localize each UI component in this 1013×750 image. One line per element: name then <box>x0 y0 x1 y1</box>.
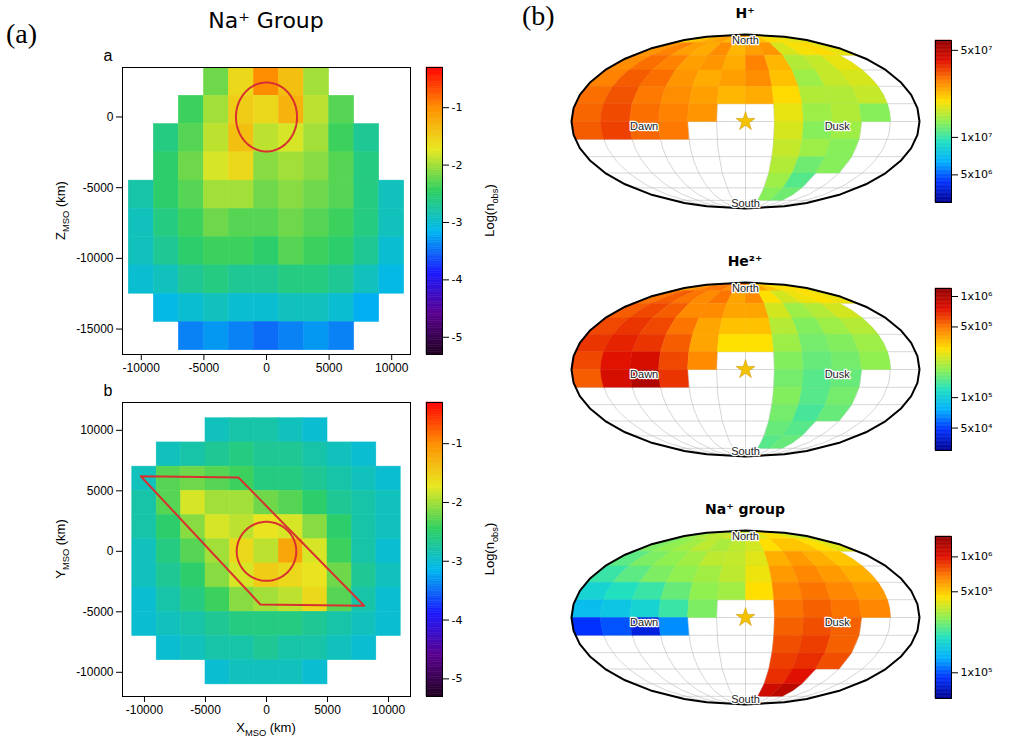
svg-text:-2: -2 <box>452 159 463 172</box>
svg-text:Dusk: Dusk <box>825 616 851 628</box>
svg-text:-4: -4 <box>452 614 463 627</box>
svg-text:a: a <box>104 47 113 64</box>
svg-text:5x10⁶: 5x10⁶ <box>961 168 994 181</box>
svg-text:5000: 5000 <box>316 361 343 375</box>
html-text:H⁺: H⁺ <box>735 5 755 21</box>
svg-text:-10000: -10000 <box>76 251 114 265</box>
svg-text:1x10⁵: 1x10⁵ <box>961 666 993 679</box>
svg-text:-1: -1 <box>452 437 463 450</box>
svg-text:-5000: -5000 <box>83 181 114 195</box>
svg-text:YMSO (km): YMSO (km) <box>53 519 71 579</box>
svg-text:-5: -5 <box>452 331 463 344</box>
svg-text:South: South <box>731 693 760 705</box>
svg-text:Dusk: Dusk <box>825 368 851 380</box>
svg-text:North: North <box>732 530 759 542</box>
html-text:He²⁺: He²⁺ <box>727 253 763 269</box>
svg-text:5000: 5000 <box>87 484 114 498</box>
svg-text:b: b <box>104 382 113 399</box>
svg-text:0: 0 <box>263 703 270 717</box>
svg-text:-10000: -10000 <box>126 703 164 717</box>
svg-text:5x10⁷: 5x10⁷ <box>961 44 993 57</box>
svg-text:5x10⁵: 5x10⁵ <box>961 585 993 598</box>
svg-text:10000: 10000 <box>375 361 409 375</box>
svg-text:-5000: -5000 <box>83 605 114 619</box>
svg-text:Dawn: Dawn <box>630 616 658 628</box>
svg-text:5x10⁴: 5x10⁴ <box>961 422 994 435</box>
svg-text:-10000: -10000 <box>123 361 161 375</box>
svg-text:-5000: -5000 <box>190 703 221 717</box>
svg-text:ZMSO (km): ZMSO (km) <box>53 181 71 240</box>
svg-text:-5: -5 <box>452 672 463 685</box>
svg-text:-5000: -5000 <box>189 361 220 375</box>
svg-text:-1: -1 <box>452 101 463 114</box>
svg-text:5x10⁵: 5x10⁵ <box>961 320 993 333</box>
html-text:(b): (b) <box>522 0 555 31</box>
svg-text:XMSO (km): XMSO (km) <box>236 720 296 738</box>
svg-text:Dawn: Dawn <box>630 368 658 380</box>
svg-text:Dusk: Dusk <box>825 120 851 132</box>
svg-text:-4: -4 <box>452 273 463 286</box>
svg-text:North: North <box>732 282 759 294</box>
svg-text:0: 0 <box>107 110 114 124</box>
svg-text:0: 0 <box>263 361 270 375</box>
svg-text:-3: -3 <box>452 216 463 229</box>
svg-text:South: South <box>731 197 760 209</box>
svg-text:5000: 5000 <box>314 703 341 717</box>
svg-text:-3: -3 <box>452 555 463 568</box>
svg-text:-15000: -15000 <box>76 322 114 336</box>
svg-text:-10000: -10000 <box>76 665 114 679</box>
svg-text:1x10⁷: 1x10⁷ <box>961 131 993 144</box>
svg-text:10000: 10000 <box>372 703 406 717</box>
svg-text:0: 0 <box>107 544 114 558</box>
svg-text:-2: -2 <box>452 496 463 509</box>
html-text:(a): (a) <box>6 18 38 49</box>
svg-text:South: South <box>731 445 760 457</box>
svg-text:1x10⁶: 1x10⁶ <box>961 550 994 563</box>
svg-text:Log(nobs): Log(nobs) <box>482 523 500 576</box>
html-text:Na⁺ Group: Na⁺ Group <box>208 8 324 33</box>
svg-text:10000: 10000 <box>80 423 114 437</box>
svg-text:1x10⁵: 1x10⁵ <box>961 391 993 404</box>
svg-text:Dawn: Dawn <box>630 120 658 132</box>
html-text:Na⁺ group: Na⁺ group <box>705 501 785 517</box>
svg-text:North: North <box>732 34 759 46</box>
svg-text:Log(nobs): Log(nobs) <box>482 184 500 237</box>
svg-text:1x10⁶: 1x10⁶ <box>961 290 994 303</box>
